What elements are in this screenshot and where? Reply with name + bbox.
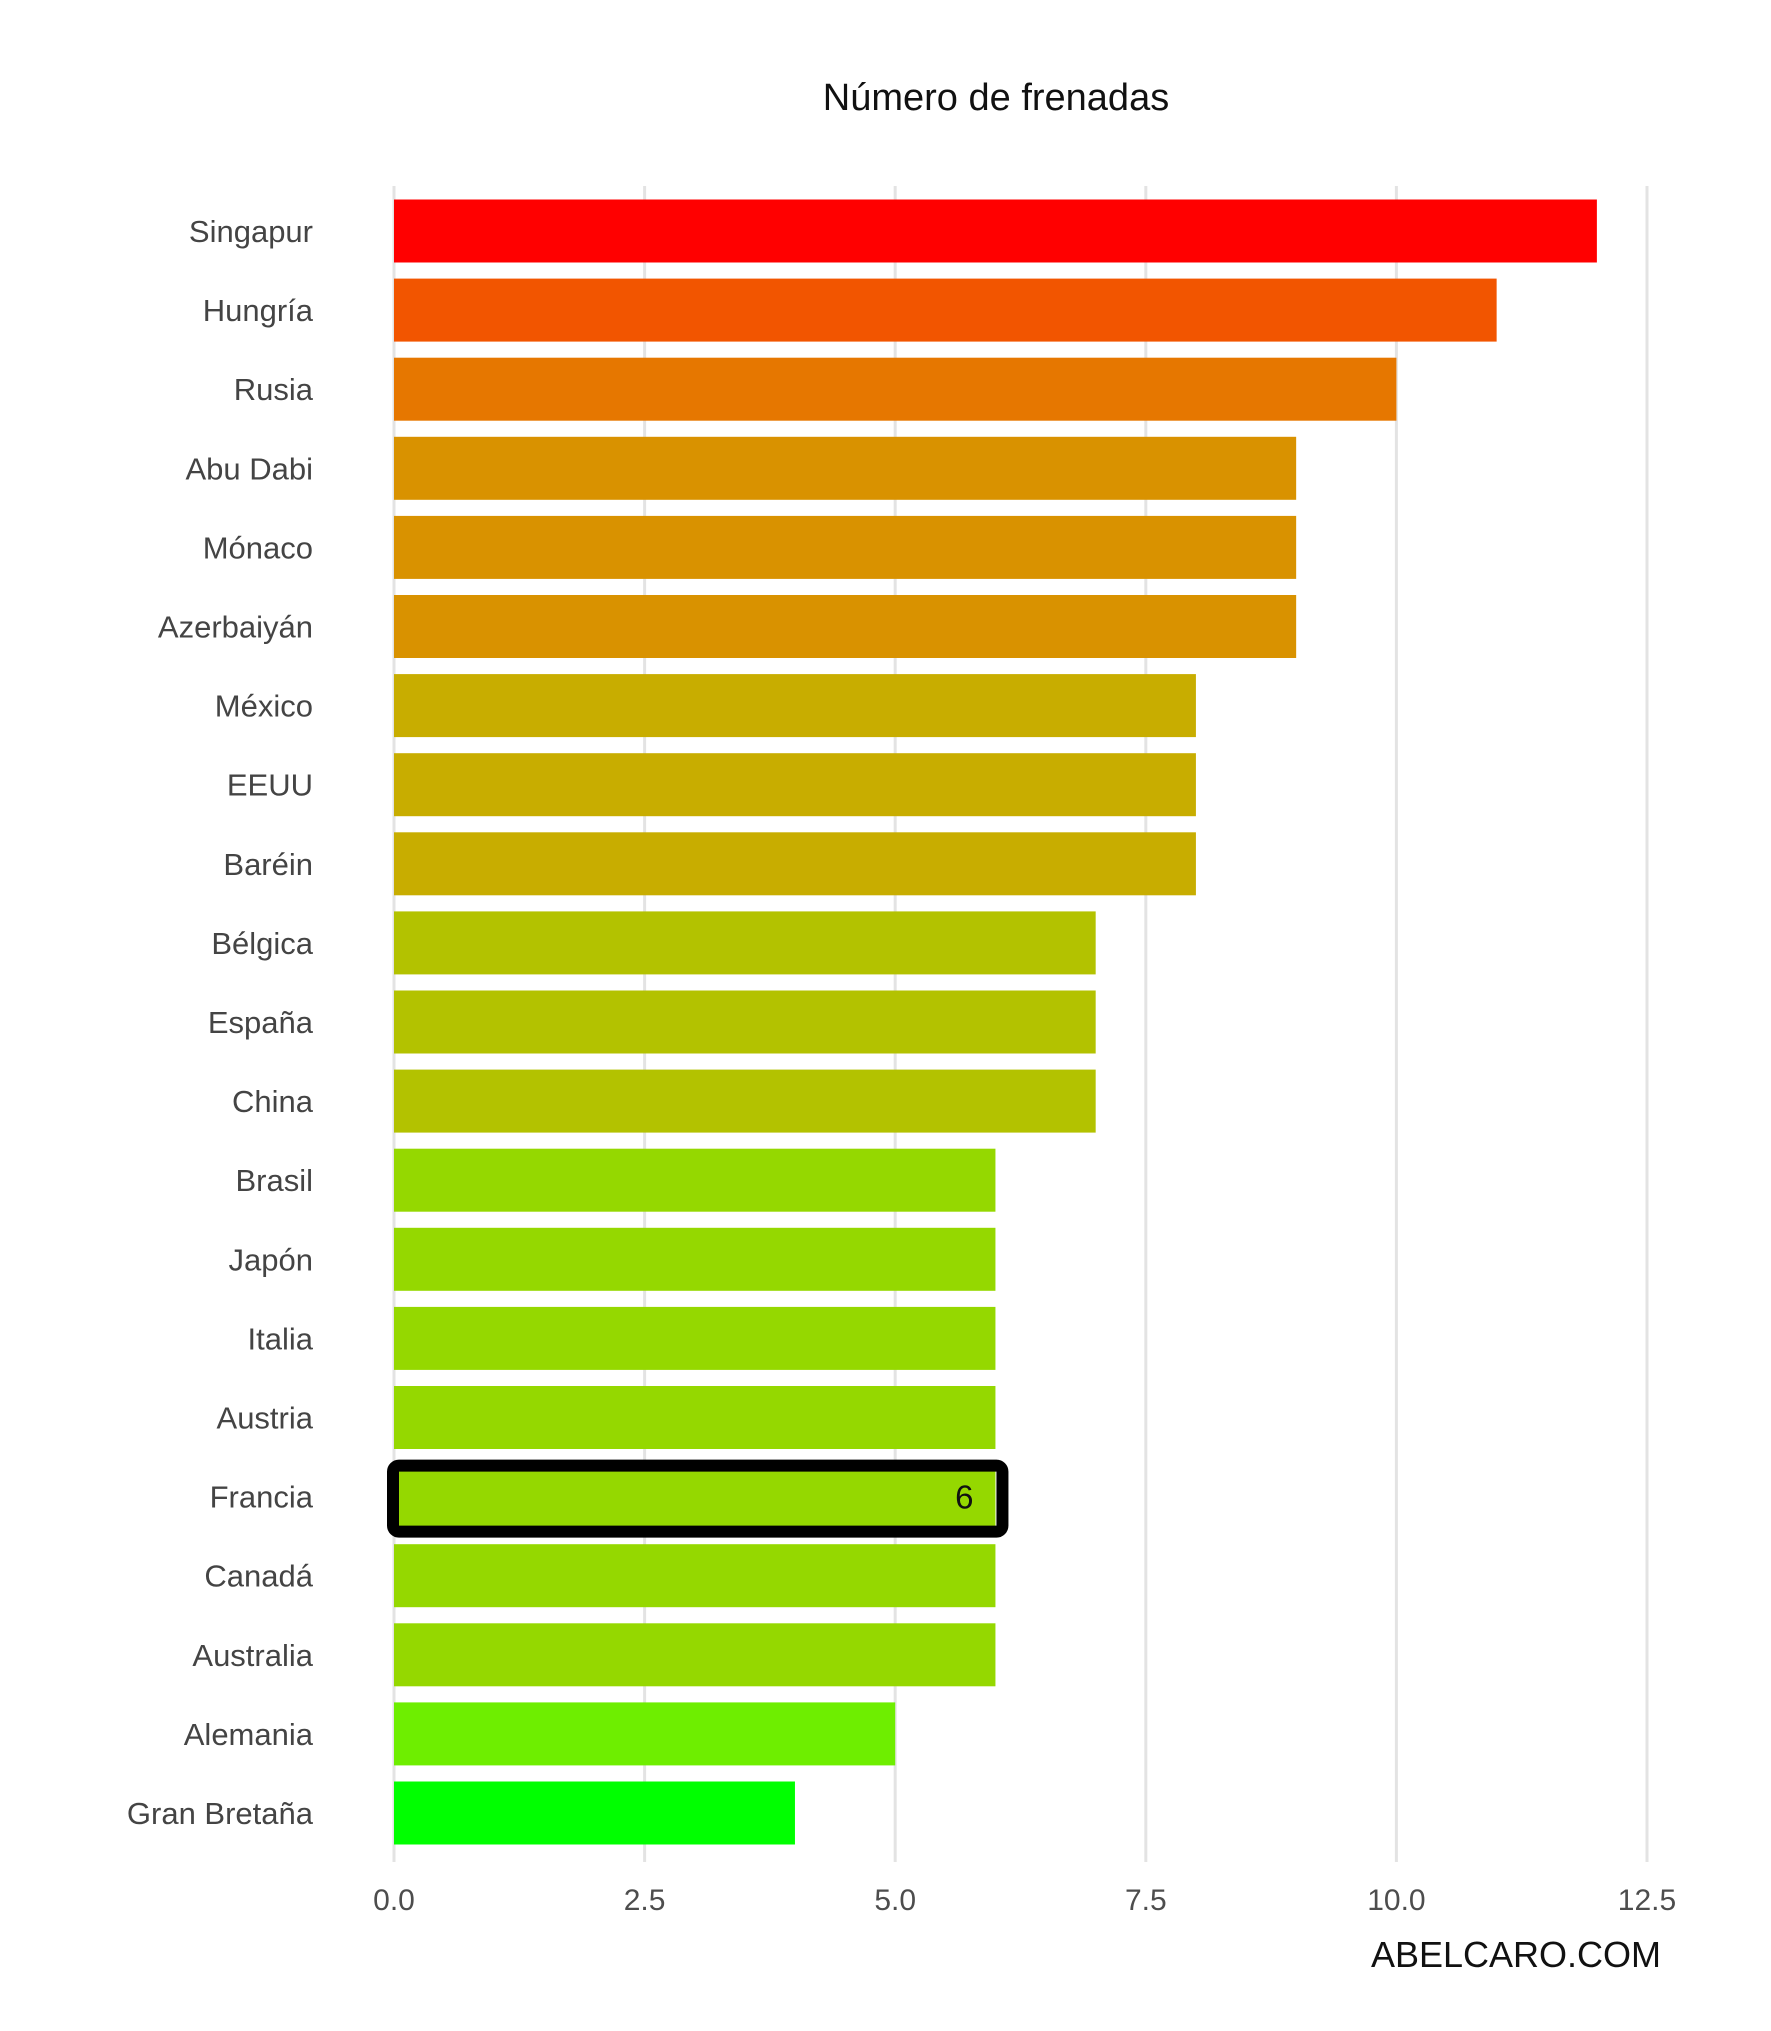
highlight-outline <box>387 1459 1009 1538</box>
category-label: Mónaco <box>203 530 313 565</box>
bar-abu-dabi <box>394 436 1297 500</box>
bars <box>394 199 1597 1845</box>
bar-gran-bretaña <box>394 1781 795 1845</box>
category-label: Australia <box>192 1638 313 1673</box>
x-tick-label: 12.5 <box>1618 1884 1676 1917</box>
category-label: Bélgica <box>211 926 313 961</box>
category-label: Brasil <box>235 1163 313 1198</box>
category-label: Japón <box>229 1242 313 1277</box>
category-label: Canadá <box>204 1559 313 1594</box>
category-label: Azerbaiyán <box>158 610 313 645</box>
category-label: Baréin <box>223 847 313 882</box>
bar-baréin <box>394 832 1196 896</box>
category-label: Italia <box>248 1321 314 1356</box>
category-label: España <box>208 1005 314 1040</box>
category-label: Rusia <box>234 372 314 407</box>
bar-italia <box>394 1306 996 1370</box>
category-label: Singapur <box>189 214 313 249</box>
bar-rusia <box>394 357 1397 421</box>
bar-españa <box>394 990 1096 1054</box>
x-tick-label: 2.5 <box>624 1884 666 1917</box>
category-label: México <box>215 689 313 724</box>
bar-singapur <box>394 199 1597 263</box>
bar-azerbaiyán <box>394 595 1297 658</box>
category-labels: Singapur Hungría Rusia Abu Dabi Mónaco Azerba… <box>127 214 314 1831</box>
category-label: Abu Dabi <box>185 451 313 486</box>
category-label: Gran Bretaña <box>127 1796 314 1831</box>
bar-china <box>394 1069 1096 1133</box>
category-label: Alemania <box>184 1717 314 1752</box>
bar-brasil <box>394 1148 996 1212</box>
x-tick-label: 5.0 <box>874 1884 916 1917</box>
credit-text: ABELCARO.COM <box>1371 1934 1661 1975</box>
highlight: 6 <box>387 1459 1009 1538</box>
x-tick-label: 7.5 <box>1125 1884 1167 1917</box>
category-label: Francia <box>210 1480 314 1515</box>
chart-title: Número de frenadas <box>823 77 1169 119</box>
bar-méxico <box>394 674 1196 738</box>
category-label: Austria <box>217 1401 314 1436</box>
x-axis-tick-labels: 0.0 2.5 5.0 7.5 10.0 12.5 <box>373 1884 1676 1917</box>
category-label: China <box>232 1084 314 1119</box>
bar-austria <box>394 1386 996 1449</box>
highlight-value-label: 6 <box>955 1479 973 1516</box>
category-label: EEUU <box>227 768 313 803</box>
bar-eeuu <box>394 753 1196 817</box>
bar-canadá <box>394 1544 996 1608</box>
bar-francia <box>394 1465 996 1529</box>
bar-australia <box>394 1623 996 1687</box>
bar-alemania <box>394 1702 896 1766</box>
category-label: Hungría <box>203 293 314 328</box>
bar-mónaco <box>394 515 1297 579</box>
bar-bélgica <box>394 911 1096 975</box>
bar-hungría <box>394 278 1497 342</box>
bar-japón <box>394 1227 996 1291</box>
x-tick-label: 0.0 <box>373 1884 415 1917</box>
x-tick-label: 10.0 <box>1367 1884 1425 1917</box>
